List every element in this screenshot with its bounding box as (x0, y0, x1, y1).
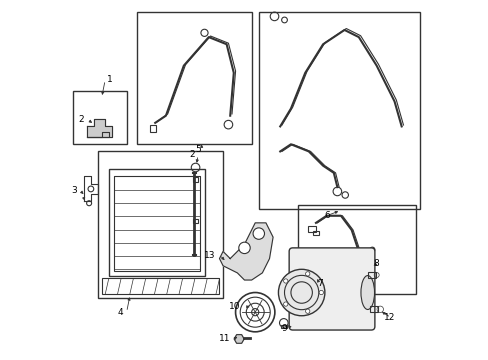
Text: 13: 13 (204, 251, 216, 260)
Bar (369, 306, 377, 312)
Text: 1: 1 (106, 76, 112, 85)
Bar (298, 205, 415, 294)
Text: 2: 2 (78, 115, 83, 124)
Circle shape (278, 269, 324, 316)
Text: 2: 2 (188, 150, 194, 159)
Text: 5: 5 (195, 145, 201, 154)
Polygon shape (219, 223, 272, 280)
Bar (102, 278, 219, 294)
Text: 10: 10 (229, 302, 241, 311)
Text: 8: 8 (372, 260, 378, 269)
Text: 12: 12 (383, 313, 394, 322)
Bar (367, 272, 375, 278)
Bar (193, 219, 197, 223)
Text: 4: 4 (117, 308, 123, 317)
Text: 11: 11 (218, 334, 230, 343)
Circle shape (305, 272, 309, 276)
Bar (193, 177, 197, 182)
Bar (114, 176, 200, 271)
Bar (307, 226, 315, 232)
Bar (281, 325, 286, 328)
Ellipse shape (360, 275, 374, 310)
Text: 3: 3 (71, 186, 77, 195)
Circle shape (283, 279, 287, 283)
Polygon shape (87, 119, 112, 137)
Bar (312, 231, 318, 235)
Text: 7: 7 (317, 279, 323, 288)
FancyBboxPatch shape (288, 248, 374, 330)
Bar (149, 125, 156, 132)
Bar (73, 91, 126, 144)
Circle shape (305, 309, 309, 313)
Circle shape (238, 242, 250, 253)
Text: 9: 9 (281, 324, 287, 333)
Bar (108, 169, 205, 276)
Circle shape (319, 291, 323, 295)
Bar (98, 152, 223, 298)
Text: 6: 6 (324, 211, 329, 220)
Circle shape (283, 302, 287, 306)
Bar (137, 12, 251, 144)
Bar (258, 12, 419, 208)
Circle shape (253, 228, 264, 239)
Polygon shape (234, 335, 244, 343)
